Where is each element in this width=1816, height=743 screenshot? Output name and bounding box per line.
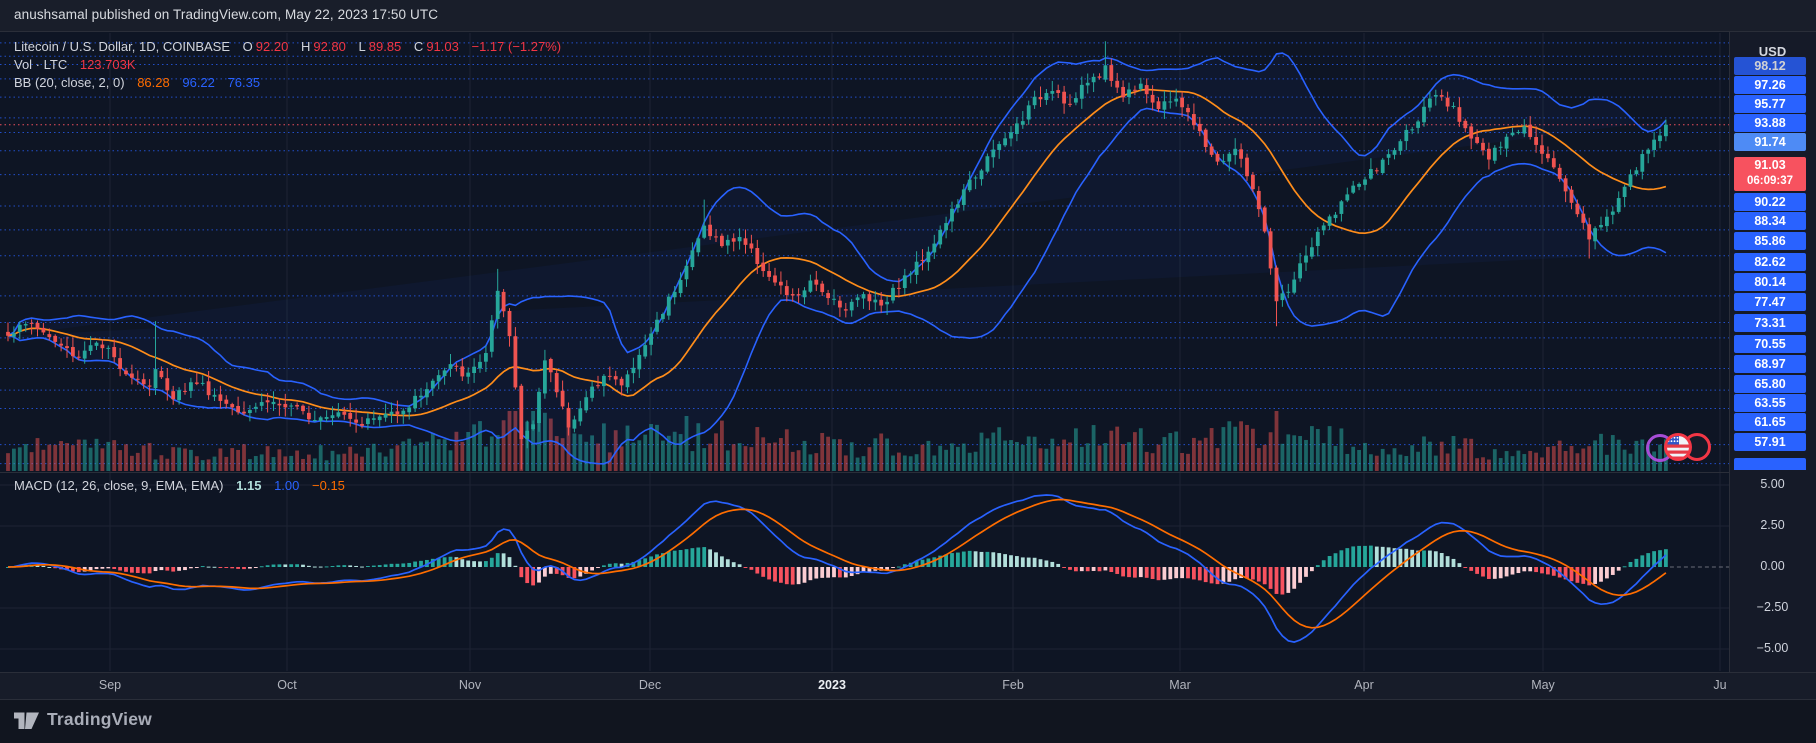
- time-axis-label-may: May: [1531, 678, 1555, 692]
- symbol-title: Litecoin / U.S. Dollar, 1D, COINBASE: [14, 39, 231, 54]
- bb-legend-row: BB (20, close, 2, 0) 86.28 96.22 76.35: [14, 75, 263, 90]
- price-level-label: 73.31: [1734, 314, 1806, 332]
- price-level-label: 70.55: [1734, 335, 1806, 353]
- time-axis-label-oct: Oct: [277, 678, 297, 692]
- close-value: 91.03: [426, 39, 459, 54]
- price-level-label: 68.97: [1734, 355, 1806, 373]
- bb-lower-value: 76.35: [227, 75, 261, 90]
- price-level-label: 98.12: [1734, 57, 1806, 75]
- price-level-label: 97.26: [1734, 76, 1806, 94]
- close-label: C: [413, 39, 424, 54]
- volume-value: 123.703K: [79, 57, 136, 72]
- tradingview-wordmark: TradingView: [47, 709, 152, 729]
- price-level-label: 80.14: [1734, 273, 1806, 291]
- price-level-label: 61.65: [1734, 413, 1806, 431]
- macd-axis-tick: −5.00: [1756, 641, 1789, 655]
- price-label-clipped: [1734, 458, 1806, 470]
- time-axis-label-2023: 2023: [818, 678, 846, 692]
- price-level-label: 91.74: [1734, 133, 1806, 151]
- open-value: 92.20: [255, 39, 289, 54]
- price-level-label: 77.47: [1734, 293, 1806, 311]
- open-label: O: [242, 39, 253, 54]
- time-axis-label-mar: Mar: [1169, 678, 1191, 692]
- bb-basis-value: 86.28: [137, 75, 170, 90]
- macd-label: MACD (12, 26, close, 9, EMA, EMA): [14, 478, 224, 493]
- low-label: L: [358, 39, 366, 54]
- change-value: −1.17 (−1.27%): [471, 39, 562, 54]
- symbol-legend-row: Litecoin / U.S. Dollar, 1D, COINBASE O 92…: [14, 39, 564, 54]
- bb-label: BB (20, close, 2, 0): [14, 75, 125, 90]
- time-axis[interactable]: Sep Oct Nov Dec 2023 Feb Mar Apr May Ju: [0, 672, 1816, 700]
- footer-bar: TradingView: [0, 700, 1816, 743]
- time-axis-label-ju: Ju: [1713, 678, 1727, 692]
- high-label: H: [300, 39, 311, 54]
- tradingview-logo-icon: [14, 712, 39, 729]
- current-price-value: 91.03: [1754, 158, 1786, 172]
- chart-plot-area[interactable]: [0, 32, 1729, 700]
- macd-line-value: 1.00: [274, 478, 300, 493]
- price-level-label: 65.80: [1734, 375, 1806, 393]
- price-level-label: 93.88: [1734, 114, 1806, 132]
- time-axis-label-dec: Dec: [638, 678, 662, 692]
- macd-signal-value: −0.15: [312, 478, 345, 493]
- time-axis-label-apr: Apr: [1354, 678, 1374, 692]
- economic-event-flag-icons[interactable]: [1645, 429, 1715, 467]
- price-level-label: 82.62: [1734, 253, 1806, 271]
- publish-header: anushsamal published on TradingView.com,…: [0, 0, 1816, 32]
- volume-legend-row: Vol · LTC 123.703K: [14, 57, 139, 72]
- price-level-label: 63.55: [1734, 394, 1806, 412]
- current-price-label: 91.03 06:09:37: [1734, 157, 1806, 191]
- axis-currency-label: USD: [1758, 44, 1787, 59]
- time-axis-label-feb: Feb: [1002, 678, 1024, 692]
- price-level-label: 85.86: [1734, 232, 1806, 250]
- price-level-label: 88.34: [1734, 212, 1806, 230]
- macd-axis-tick: 2.50: [1760, 518, 1785, 532]
- time-axis-label-sep: Sep: [98, 678, 122, 692]
- price-level-label: 57.91: [1734, 433, 1806, 451]
- price-level-label: 95.77: [1734, 95, 1806, 113]
- bar-close-countdown: 06:09:37: [1746, 175, 1794, 187]
- time-axis-label-nov: Nov: [458, 678, 482, 692]
- macd-axis-tick: 5.00: [1760, 477, 1785, 491]
- high-value: 92.80: [313, 39, 346, 54]
- price-level-label: 90.22: [1734, 193, 1806, 211]
- macd-legend-row: MACD (12, 26, close, 9, EMA, EMA) 1.15 1…: [14, 478, 348, 493]
- macd-axis-tick: 0.00: [1760, 559, 1785, 573]
- pane-divider[interactable]: [0, 472, 1729, 473]
- bb-upper-value: 96.22: [182, 75, 215, 90]
- volume-label: Vol · LTC: [14, 57, 68, 72]
- publish-info-text: anushsamal published on TradingView.com,…: [14, 7, 439, 22]
- tradingview-logo[interactable]: TradingView: [14, 709, 152, 730]
- macd-hist-value: 1.15: [236, 478, 262, 493]
- macd-axis-tick: −2.50: [1756, 600, 1789, 614]
- price-axis-labels: USD 91.03 06:09:37 98.12 97.26 95.77 93.88 9…: [1729, 0, 1816, 743]
- low-value: 89.85: [368, 39, 402, 54]
